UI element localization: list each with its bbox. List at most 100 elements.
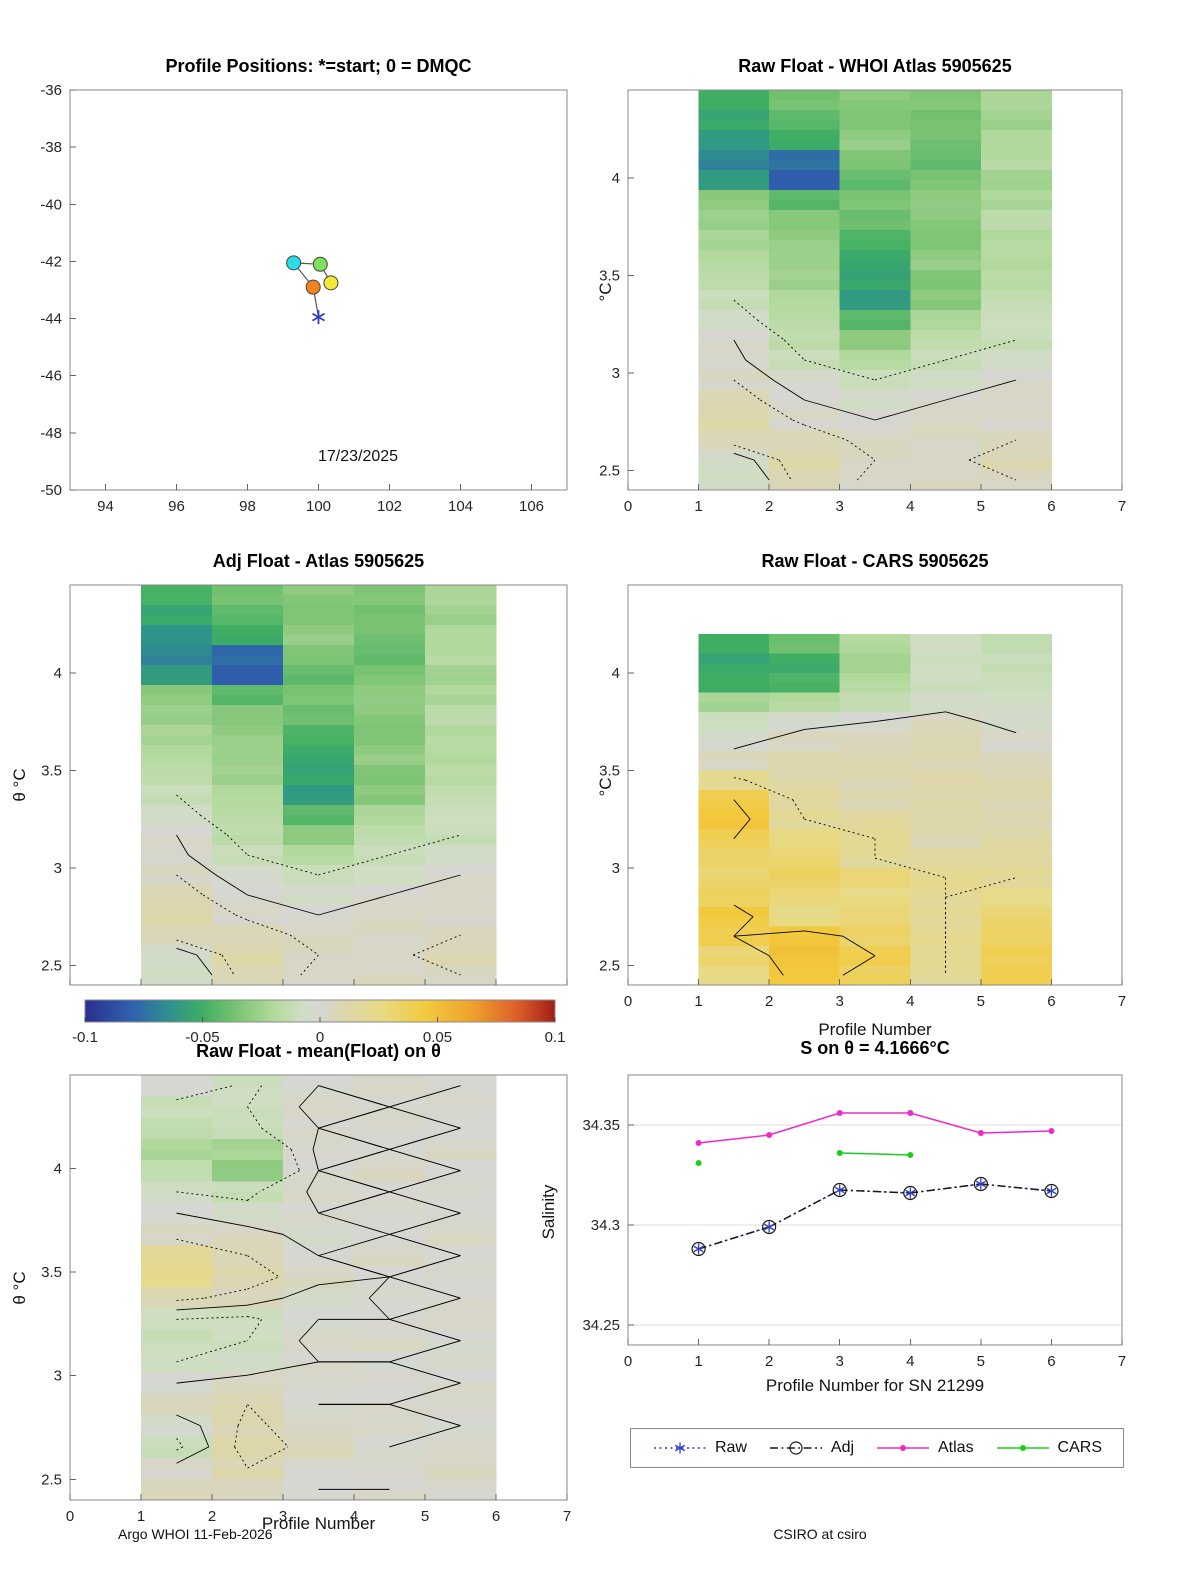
heat-cell xyxy=(910,310,982,321)
heat-cell xyxy=(980,663,1052,674)
series-line-adj xyxy=(839,1189,911,1194)
heat-cell xyxy=(839,877,911,888)
heat-cell xyxy=(212,965,284,976)
heat-cell xyxy=(283,925,355,936)
x-tick-label: 7 xyxy=(1118,498,1126,515)
heat-cell xyxy=(212,1160,284,1172)
heat-cell xyxy=(910,663,982,674)
heat-cell xyxy=(698,130,770,141)
heat-cell xyxy=(212,1138,284,1150)
heat-cell xyxy=(769,663,841,674)
heat-cell xyxy=(212,1457,284,1469)
marker-adj xyxy=(973,1176,988,1192)
heat-cell xyxy=(980,250,1052,261)
heat-cell xyxy=(425,595,497,606)
heat-cell xyxy=(212,1489,284,1501)
heat-cell xyxy=(141,865,213,876)
heat-cell xyxy=(212,1085,284,1097)
heat-cell xyxy=(354,725,426,736)
plot-title-raw-cars: Raw Float - CARS 5905625 xyxy=(761,551,989,571)
heat-cell xyxy=(141,715,213,726)
heat-cell xyxy=(141,1117,213,1129)
heat-cell xyxy=(212,1128,284,1140)
heat-cell xyxy=(769,360,841,371)
heat-cell xyxy=(212,925,284,936)
heat-cell xyxy=(839,721,911,732)
heat-cell xyxy=(141,855,213,866)
heat-cell xyxy=(425,775,497,786)
heat-cell xyxy=(839,200,911,211)
contour-solid xyxy=(176,947,197,956)
y-tick-label: 3 xyxy=(612,365,620,382)
heat-cell xyxy=(910,945,982,957)
heat-cell xyxy=(141,805,213,816)
heat-cell xyxy=(283,965,355,976)
heat-cell xyxy=(769,160,841,171)
heat-cell xyxy=(425,835,497,846)
heat-cell xyxy=(354,1170,426,1182)
heat-cell xyxy=(425,615,497,626)
heat-cell xyxy=(141,875,213,886)
heat-cell xyxy=(769,848,841,859)
heat-cell xyxy=(354,685,426,696)
heat-cell xyxy=(839,858,911,869)
heat-cell xyxy=(141,815,213,826)
contour-dotted xyxy=(176,794,201,816)
contour-dotted xyxy=(234,1446,248,1469)
heat-cell xyxy=(910,120,982,131)
contour-dotted xyxy=(247,1255,280,1278)
plot-title-raw-atlas: Raw Float - WHOI Atlas 5905625 xyxy=(738,56,1012,76)
heat-cell xyxy=(769,200,841,211)
heat-cell xyxy=(283,1276,355,1288)
heat-cell xyxy=(354,755,426,766)
heat-cell xyxy=(698,838,770,849)
x-tick-label: 4 xyxy=(350,1508,358,1525)
heat-cell xyxy=(980,320,1052,331)
heat-cell xyxy=(910,672,982,684)
heat-cell xyxy=(980,809,1052,820)
heat-cell xyxy=(769,682,841,693)
heat-cell xyxy=(283,1351,355,1363)
contour-dotted xyxy=(247,854,319,876)
heat-cell xyxy=(354,705,426,716)
heat-cell xyxy=(698,310,770,321)
heat-cell xyxy=(698,200,770,211)
heat-cell xyxy=(354,1308,426,1320)
heat-cell xyxy=(354,1223,426,1235)
heat-cell xyxy=(141,625,213,636)
colorbar-tick-label: 0.05 xyxy=(423,1029,452,1046)
heat-cell xyxy=(212,1149,284,1161)
heat-cell xyxy=(910,731,982,742)
contour-solid xyxy=(318,1127,390,1150)
heat-cell xyxy=(212,685,284,696)
heat-cell xyxy=(425,1266,497,1278)
heat-cell xyxy=(283,1340,355,1352)
contour-dotted xyxy=(757,319,785,341)
heat-cell xyxy=(141,1340,213,1352)
heat-cell xyxy=(283,1436,355,1448)
legend-sample-marker xyxy=(789,1441,803,1455)
heat-cell xyxy=(910,210,982,221)
x-tick-label: 2 xyxy=(208,1508,216,1525)
heat-cell xyxy=(354,1085,426,1097)
heat-cell xyxy=(910,760,982,771)
heat-cell xyxy=(354,1160,426,1172)
contour-dotted xyxy=(389,834,461,856)
contour-dotted xyxy=(745,779,793,801)
heat-cell xyxy=(141,845,213,856)
heat-cell xyxy=(425,905,497,916)
heat-cell xyxy=(212,845,284,856)
heat-cell xyxy=(141,615,213,626)
heat-cell xyxy=(212,1181,284,1193)
heat-cell xyxy=(141,1425,213,1437)
heat-cell xyxy=(839,390,911,401)
y-tick-label: -40 xyxy=(40,196,62,213)
heat-cell xyxy=(212,905,284,916)
heat-cell xyxy=(769,230,841,241)
heat-cell xyxy=(980,770,1052,781)
heat-cell xyxy=(698,897,770,908)
heat-cell xyxy=(425,1234,497,1246)
y-tick-label: 3.5 xyxy=(41,1264,62,1281)
heat-cell xyxy=(283,705,355,716)
contour-solid xyxy=(733,452,755,461)
